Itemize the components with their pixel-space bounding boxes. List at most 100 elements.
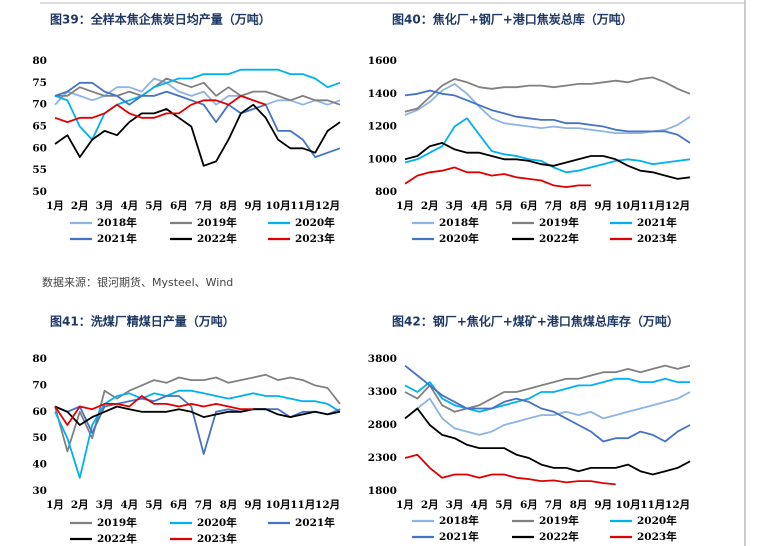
x-tick-label: 8月 (220, 499, 238, 511)
legend-label: 2022年 (97, 532, 137, 545)
x-tick-label: 4月 (470, 499, 488, 511)
x-tick-label: 10月 (615, 200, 640, 212)
legend-label: 2021年 (295, 516, 335, 529)
x-tick-label: 1月 (396, 200, 414, 212)
y-tick-label: 70 (32, 379, 47, 391)
legend-label: 2018年 (97, 216, 137, 229)
x-tick-label: 1月 (46, 200, 64, 212)
x-tick-label: 11月 (290, 499, 315, 511)
x-tick-label: 10月 (615, 499, 640, 511)
x-tick-label: 2月 (421, 499, 439, 511)
series-line (54, 68, 341, 141)
x-tick-label: 8月 (570, 499, 588, 511)
series-line (404, 364, 691, 413)
x-tick-label: 12月 (315, 200, 340, 212)
legend-label: 2023年 (637, 530, 677, 543)
x-tick-label: 9月 (594, 200, 612, 212)
x-tick-label: 3月 (96, 200, 114, 212)
y-tick-label: 80 (32, 55, 47, 67)
series-line (54, 373, 341, 453)
y-tick-label: 55 (32, 164, 47, 176)
series-line (404, 364, 691, 443)
legend-label: 2020年 (439, 232, 479, 245)
y-tick-label: 800 (375, 186, 397, 198)
legend-label: 2021年 (97, 232, 137, 245)
y-tick-label: 65 (32, 121, 47, 133)
series-line (54, 395, 254, 426)
x-tick-label: 6月 (170, 200, 188, 212)
y-tick-label: 1200 (368, 121, 397, 133)
legend-label: 2021年 (637, 216, 677, 229)
series-line (404, 83, 691, 134)
x-tick-label: 4月 (470, 200, 488, 212)
legend-label: 2023年 (197, 532, 237, 545)
legend-label: 2022年 (539, 530, 579, 543)
x-tick-label: 6月 (170, 499, 188, 511)
x-tick-label: 3月 (96, 499, 114, 511)
x-tick-label: 5月 (495, 499, 513, 511)
x-tick-label: 10月 (265, 499, 290, 511)
x-tick-label: 7月 (195, 200, 213, 212)
x-tick-label: 4月 (120, 200, 138, 212)
series-line (404, 377, 690, 413)
x-tick-label: 12月 (315, 499, 340, 511)
x-tick-label: 4月 (120, 499, 138, 511)
series-line (404, 391, 691, 436)
y-tick-label: 1800 (368, 485, 397, 497)
chart-title: 图40：焦化厂+钢厂+港口焦炭总库（万吨） (392, 12, 633, 27)
legend-label: 2019年 (97, 516, 137, 529)
y-tick-label: 1400 (368, 88, 397, 100)
x-tick-label: 9月 (244, 499, 262, 511)
x-tick-label: 7月 (545, 200, 563, 212)
legend-label: 2021年 (439, 530, 479, 543)
legend-label: 2023年 (295, 232, 335, 245)
y-tick-label: 2300 (368, 452, 397, 464)
series-line (404, 166, 591, 188)
legend-label: 2018年 (439, 216, 479, 229)
y-tick-label: 30 (32, 485, 47, 497)
x-tick-label: 11月 (640, 499, 665, 511)
x-tick-label: 12月 (665, 200, 690, 212)
x-tick-label: 1月 (46, 499, 64, 511)
x-tick-label: 10月 (265, 200, 290, 212)
legend-label: 2020年 (637, 514, 677, 527)
y-tick-label: 40 (32, 459, 47, 471)
y-tick-label: 3800 (368, 353, 397, 365)
x-tick-label: 12月 (665, 499, 690, 511)
x-tick-label: 7月 (195, 499, 213, 511)
series-line (55, 77, 341, 106)
source-note: 数据来源：银河期货、Mysteel、Wind (42, 275, 233, 289)
series-line (404, 142, 691, 180)
series-line (54, 405, 341, 426)
y-tick-label: 80 (32, 353, 47, 365)
x-tick-label: 9月 (594, 499, 612, 511)
y-tick-label: 1600 (368, 55, 397, 67)
series-line (54, 77, 341, 106)
chart-title: 图39：全样本焦企焦炭日均产量（万吨） (50, 12, 271, 27)
y-tick-label: 70 (32, 99, 47, 111)
series-line (404, 76, 691, 113)
x-tick-label: 7月 (545, 499, 563, 511)
x-tick-label: 3月 (446, 499, 464, 511)
legend-label: 2020年 (197, 516, 237, 529)
series-line (404, 89, 691, 144)
x-tick-label: 8月 (220, 200, 238, 212)
y-tick-label: 75 (32, 77, 47, 89)
x-tick-label: 2月 (71, 499, 89, 511)
x-tick-label: 5月 (495, 200, 513, 212)
legend-label: 2019年 (539, 216, 579, 229)
x-tick-label: 9月 (244, 200, 262, 212)
legend-label: 2019年 (197, 216, 237, 229)
y-tick-label: 60 (32, 142, 47, 154)
x-tick-label: 3月 (446, 200, 464, 212)
x-tick-label: 6月 (520, 499, 538, 511)
x-tick-label: 1月 (396, 499, 414, 511)
x-tick-label: 11月 (640, 200, 665, 212)
legend-label: 2022年 (197, 232, 237, 245)
x-tick-label: 8月 (570, 200, 588, 212)
y-tick-label: 2800 (368, 419, 397, 431)
chart-title: 图42：钢厂+焦化厂+煤矿+港口焦煤总库存（万吨） (392, 314, 679, 329)
legend-label: 2022年 (539, 232, 579, 245)
